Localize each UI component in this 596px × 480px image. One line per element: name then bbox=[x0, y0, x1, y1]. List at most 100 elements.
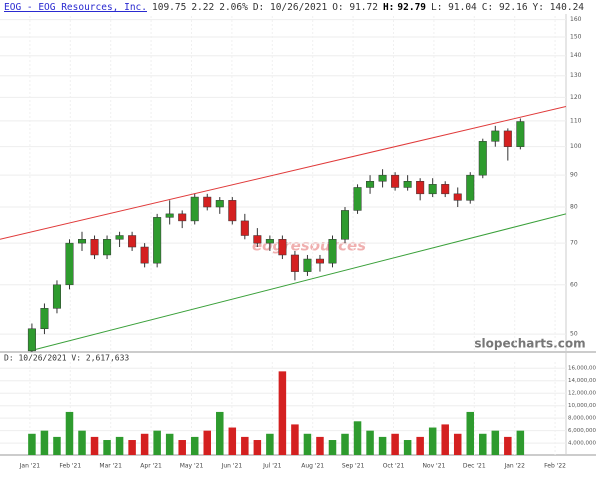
volume-bar bbox=[453, 433, 462, 455]
candle-body bbox=[441, 184, 450, 195]
candle-body bbox=[366, 180, 375, 188]
candle-body bbox=[378, 174, 387, 182]
y-tick-label: 130 bbox=[570, 72, 582, 79]
candle-body bbox=[215, 200, 224, 208]
trend-line bbox=[0, 106, 566, 240]
candle-body bbox=[341, 210, 350, 240]
volume-plot bbox=[0, 362, 566, 455]
candle-body bbox=[303, 258, 312, 272]
x-tick-label: Jan '21 bbox=[19, 463, 41, 470]
y-tick-label: 110 bbox=[570, 117, 582, 124]
watermark: slopecharts.com bbox=[474, 337, 585, 351]
volume-tick-label: 12,000,000 bbox=[568, 391, 596, 397]
candle-body bbox=[453, 193, 462, 201]
candle-body bbox=[516, 121, 525, 147]
volume-bar bbox=[479, 433, 487, 455]
volume-bar bbox=[378, 436, 387, 455]
candle-body bbox=[416, 180, 425, 195]
y-tick-label: 60 bbox=[570, 281, 578, 288]
volume-bar bbox=[391, 433, 399, 455]
x-tick-label: Feb '21 bbox=[59, 463, 81, 470]
x-tick-label: Jan '22 bbox=[503, 463, 525, 470]
quote-field: O: 91.72 bbox=[332, 2, 378, 13]
volume-tick-label: 6,000,000 bbox=[568, 428, 596, 434]
volume-bar bbox=[78, 430, 86, 455]
volume-bar bbox=[466, 411, 475, 455]
candle-body bbox=[290, 254, 299, 272]
candle-body bbox=[491, 130, 500, 142]
volume-bar bbox=[416, 436, 424, 455]
candle-body bbox=[315, 258, 324, 264]
candle-body bbox=[165, 213, 174, 218]
volume-bar bbox=[65, 411, 74, 455]
volume-bar bbox=[128, 440, 136, 455]
quote-field: 109.75 bbox=[152, 2, 187, 13]
volume-bar bbox=[53, 436, 61, 455]
volume-tick-label: 16,000,000 bbox=[568, 366, 596, 372]
candle-body bbox=[403, 180, 412, 188]
x-tick-label: Mar '21 bbox=[99, 463, 122, 470]
volume-bar bbox=[253, 440, 262, 455]
quote-field: 2.22 bbox=[191, 2, 215, 13]
volume-header: D: 10/26/2021 V: 2,617,633 bbox=[4, 354, 129, 363]
candle-body bbox=[52, 284, 61, 309]
volume-bar bbox=[203, 430, 212, 455]
candle-body bbox=[265, 239, 274, 244]
candle-body bbox=[278, 239, 287, 256]
volume-bar bbox=[241, 436, 249, 455]
candle-body bbox=[153, 217, 162, 264]
volume-bar bbox=[328, 440, 337, 455]
volume-bar bbox=[441, 424, 449, 455]
volume-bar bbox=[428, 427, 437, 455]
x-tick-label: Jul '21 bbox=[262, 463, 282, 470]
y-tick-label: 160 bbox=[570, 16, 582, 23]
candle-body bbox=[253, 235, 262, 244]
volume-bar bbox=[40, 430, 49, 455]
symbol-link[interactable]: EOG - EOG Resources, Inc. bbox=[4, 2, 147, 13]
volume-bar bbox=[228, 427, 237, 455]
volume-bar bbox=[504, 436, 512, 455]
candle-body bbox=[90, 239, 99, 256]
volume-bar bbox=[278, 371, 287, 455]
candle-body bbox=[328, 239, 337, 264]
x-tick-label: Dec '21 bbox=[463, 463, 486, 470]
trend-line bbox=[29, 213, 566, 352]
candle-body bbox=[503, 130, 512, 147]
quote-field: H: bbox=[382, 2, 395, 13]
x-tick-label: Sep '21 bbox=[342, 463, 365, 470]
volume-bar bbox=[341, 433, 349, 455]
x-tick-label: Apr '21 bbox=[140, 463, 162, 470]
candle-body bbox=[128, 235, 137, 248]
x-tick-label: Oct '21 bbox=[383, 463, 405, 470]
volume-bar bbox=[491, 430, 500, 455]
volume-bar bbox=[291, 424, 299, 455]
x-tick-label: Aug '21 bbox=[301, 463, 324, 470]
volume-bar bbox=[216, 411, 224, 455]
volume-bar bbox=[90, 436, 99, 455]
candle-body bbox=[178, 213, 187, 222]
candle-body bbox=[240, 220, 249, 236]
candle-body bbox=[478, 141, 487, 176]
volume-bar bbox=[28, 433, 36, 455]
volume-bar bbox=[140, 433, 149, 455]
x-tick-label: Feb '22 bbox=[544, 463, 566, 470]
candle-body bbox=[190, 196, 199, 222]
quote-field: 2.06% bbox=[219, 2, 248, 13]
volume-bar bbox=[316, 436, 324, 455]
volume-bar bbox=[165, 433, 174, 455]
candle-body bbox=[228, 200, 237, 222]
candle-body bbox=[353, 187, 362, 211]
volume-tick-label: 14,000,000 bbox=[568, 378, 596, 384]
volume-bar bbox=[353, 421, 362, 455]
candle-body bbox=[391, 174, 400, 188]
volume-bar bbox=[190, 436, 199, 455]
quote-header: EOG - EOG Resources, Inc. 109.75 2.22 2.06%… bbox=[4, 2, 589, 13]
volume-bar bbox=[103, 440, 111, 455]
candle-body bbox=[65, 242, 74, 286]
volume-bar bbox=[115, 436, 124, 455]
volume-bar bbox=[366, 430, 374, 455]
volume-tick-label: 4,000,000 bbox=[568, 441, 596, 447]
candle-body bbox=[103, 239, 112, 256]
